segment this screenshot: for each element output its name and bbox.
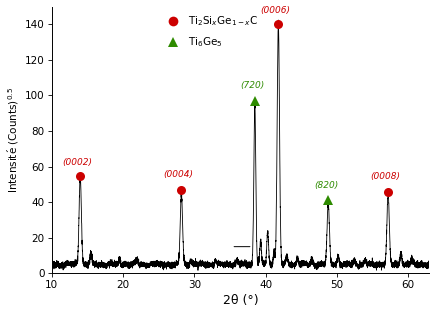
Text: (820): (820) — [313, 181, 338, 190]
Text: (720): (720) — [240, 81, 264, 90]
Y-axis label: Intensit$\mathrm{\acute{e}}$ (Counts)$^{0.5}$: Intensit$\mathrm{\acute{e}}$ (Counts)$^{… — [6, 87, 21, 193]
Legend: Ti$_2$Si$_x$Ge$_{1-x}$C, Ti$_6$Ge$_5$: Ti$_2$Si$_x$Ge$_{1-x}$C, Ti$_6$Ge$_5$ — [162, 14, 257, 49]
Text: (0002): (0002) — [62, 158, 92, 167]
Text: (0004): (0004) — [162, 170, 192, 179]
Text: (0008): (0008) — [369, 172, 399, 181]
Text: (0006): (0006) — [260, 6, 290, 15]
X-axis label: 2θ (°): 2θ (°) — [222, 295, 258, 307]
